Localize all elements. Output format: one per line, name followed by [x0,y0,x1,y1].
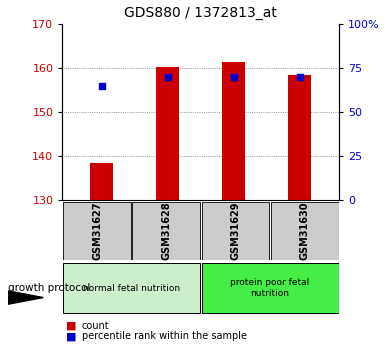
Text: percentile rank within the sample: percentile rank within the sample [82,332,247,341]
Text: count: count [82,321,110,331]
Point [297,74,303,80]
Bar [90,163,113,200]
Text: ■: ■ [66,332,77,341]
Bar [63,202,131,260]
Point [231,74,237,80]
Bar [156,67,179,200]
Text: ■: ■ [66,321,77,331]
Text: GSM31629: GSM31629 [230,201,241,260]
Text: GSM31627: GSM31627 [92,201,102,260]
Bar [271,202,339,260]
Text: GSM31630: GSM31630 [300,201,310,260]
Bar [202,263,339,313]
Title: GDS880 / 1372813_at: GDS880 / 1372813_at [124,6,277,20]
Bar [202,202,269,260]
Bar [63,263,200,313]
Polygon shape [8,291,43,304]
Text: growth protocol: growth protocol [8,283,90,293]
Point [99,83,105,89]
Bar [132,202,200,260]
Point [165,74,171,80]
Text: normal fetal nutrition: normal fetal nutrition [83,284,180,293]
Bar [222,61,245,200]
Text: GSM31628: GSM31628 [161,201,171,260]
Bar [288,75,311,200]
Text: protein poor fetal
nutrition: protein poor fetal nutrition [230,278,310,298]
